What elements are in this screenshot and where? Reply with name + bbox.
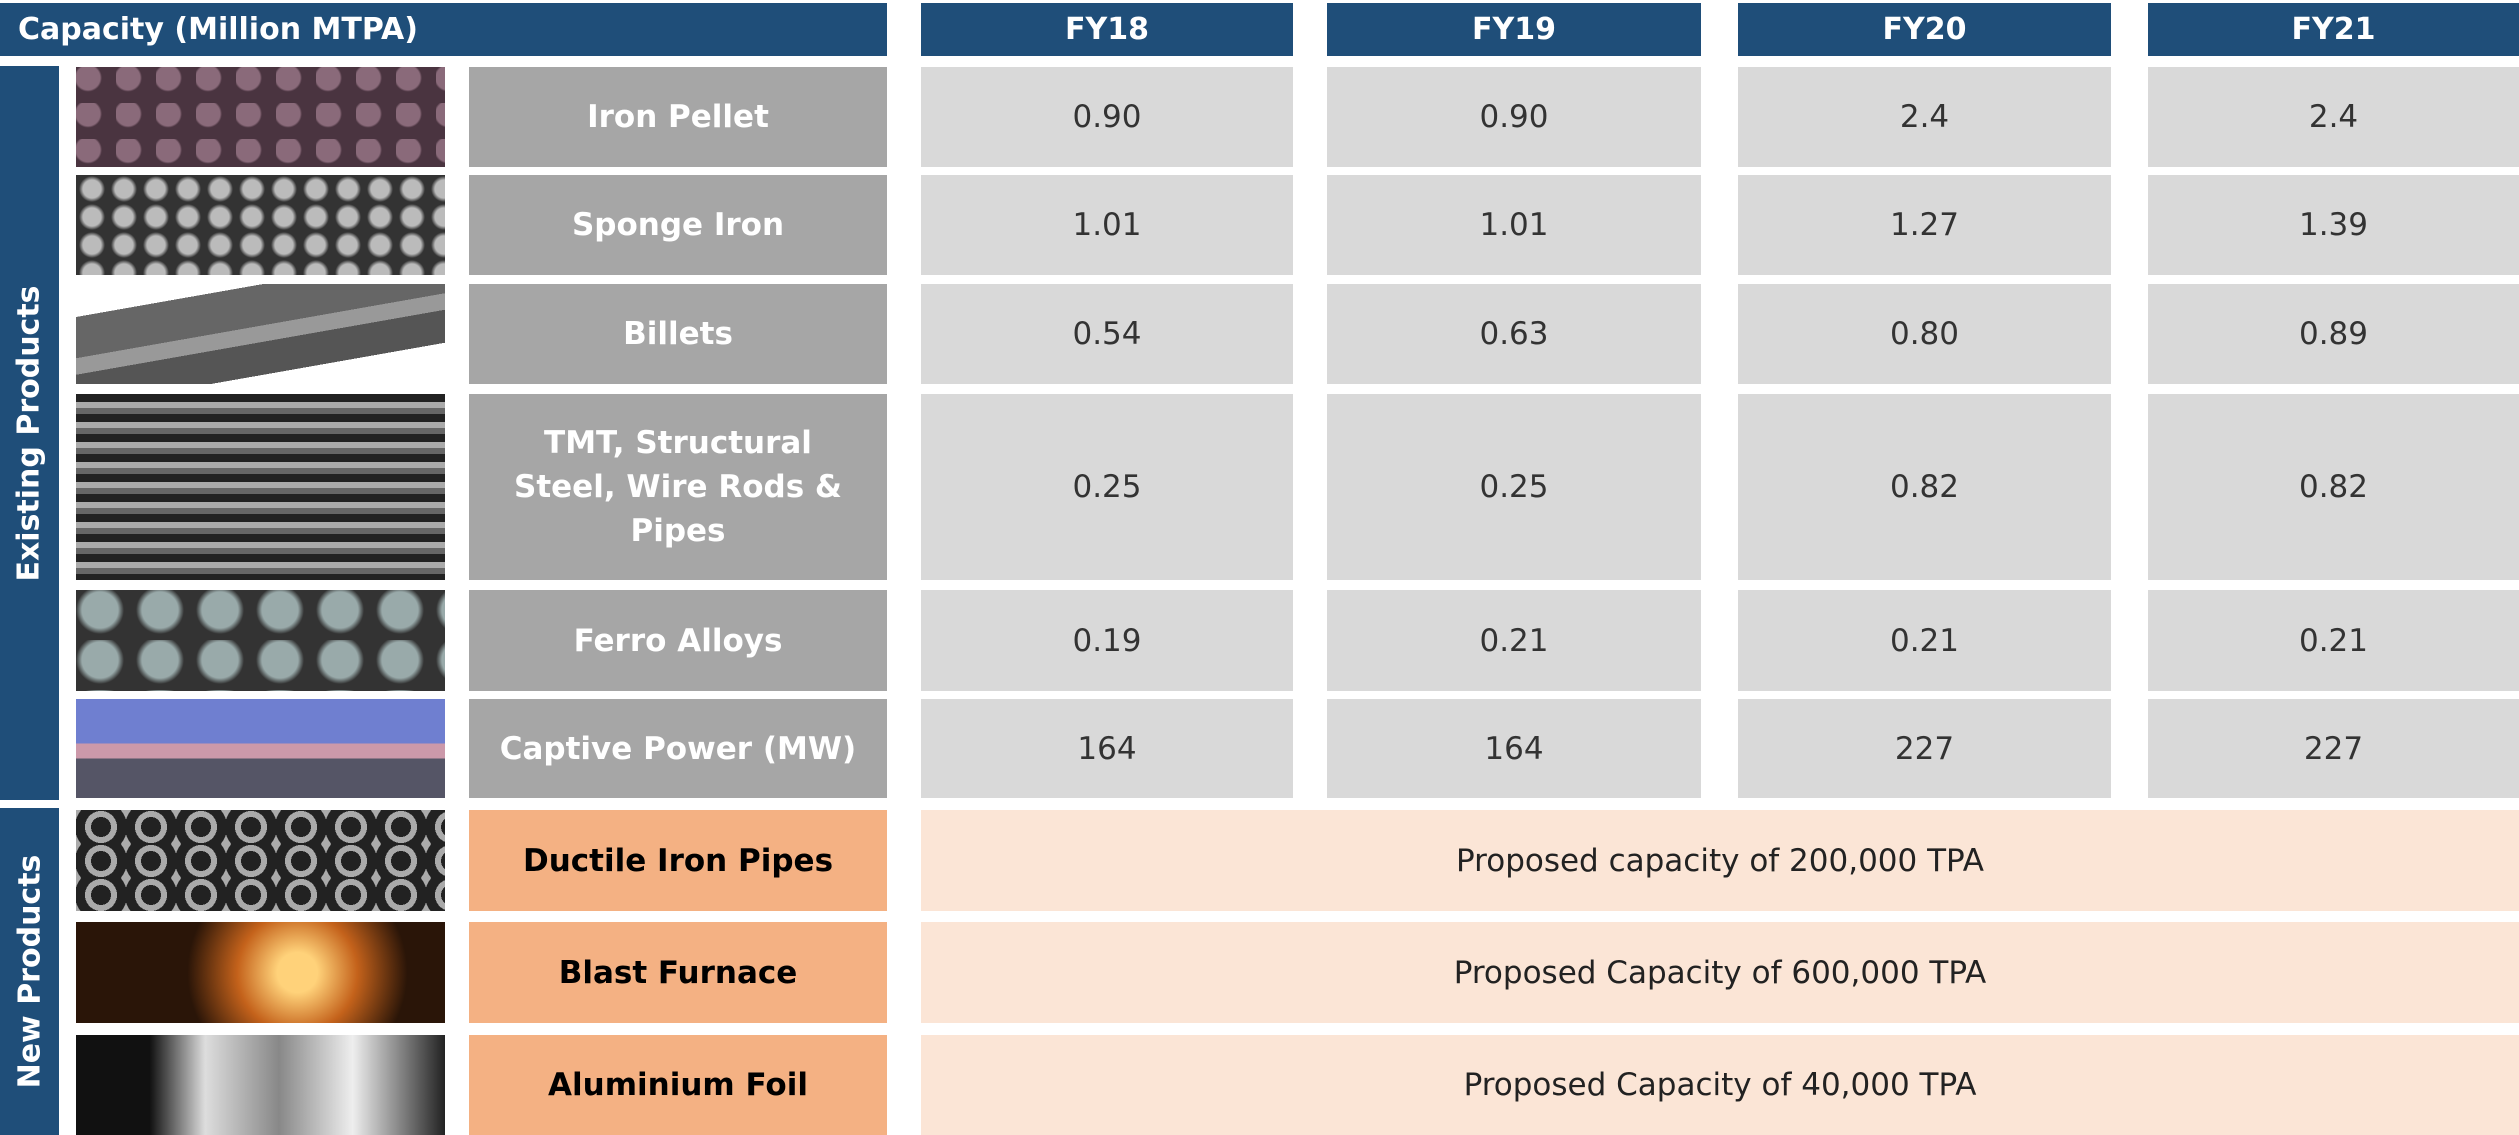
product-name: Aluminium Foil bbox=[469, 1035, 887, 1135]
capacity-value: 1.39 bbox=[2148, 175, 2519, 275]
column-header: FY20 bbox=[1738, 3, 2111, 56]
capacity-value: 0.54 bbox=[921, 284, 1293, 384]
capacity-value: 227 bbox=[1738, 699, 2111, 798]
product-name: Sponge Iron bbox=[469, 175, 887, 275]
product-image bbox=[76, 175, 445, 275]
product-image bbox=[76, 922, 445, 1023]
product-name: Ductile Iron Pipes bbox=[469, 810, 887, 911]
column-header: FY21 bbox=[2148, 3, 2519, 56]
product-image bbox=[76, 1035, 445, 1135]
product-image bbox=[76, 67, 445, 167]
capacity-value: 0.82 bbox=[1738, 394, 2111, 580]
capacity-value: 0.90 bbox=[921, 67, 1293, 167]
product-name: Billets bbox=[469, 284, 887, 384]
capacity-value: 164 bbox=[1327, 699, 1701, 798]
capacity-value: 2.4 bbox=[1738, 67, 2111, 167]
capacity-value: 0.25 bbox=[921, 394, 1293, 580]
product-image bbox=[76, 284, 445, 384]
capacity-value: 0.80 bbox=[1738, 284, 2111, 384]
product-name: Ferro Alloys bbox=[469, 590, 887, 691]
table-title: Capacity (Million MTPA) bbox=[0, 3, 887, 56]
capacity-value: 2.4 bbox=[2148, 67, 2519, 167]
capacity-value: 0.90 bbox=[1327, 67, 1701, 167]
capacity-value: 1.01 bbox=[921, 175, 1293, 275]
product-image bbox=[76, 810, 445, 911]
capacity-value: 0.21 bbox=[1738, 590, 2111, 691]
proposed-capacity: Proposed Capacity of 40,000 TPA bbox=[921, 1035, 2519, 1135]
product-image bbox=[76, 699, 445, 798]
capacity-value: 1.01 bbox=[1327, 175, 1701, 275]
proposed-capacity: Proposed Capacity of 600,000 TPA bbox=[921, 922, 2519, 1023]
section-label: Existing Products bbox=[0, 66, 59, 800]
column-header: FY19 bbox=[1327, 3, 1701, 56]
product-name: Iron Pellet bbox=[469, 67, 887, 167]
capacity-value: 227 bbox=[2148, 699, 2519, 798]
capacity-value: 0.82 bbox=[2148, 394, 2519, 580]
product-name: TMT, Structural Steel, Wire Rods & Pipes bbox=[469, 394, 887, 580]
product-name: Captive Power (MW) bbox=[469, 699, 887, 798]
product-image bbox=[76, 590, 445, 691]
capacity-value: 0.63 bbox=[1327, 284, 1701, 384]
proposed-capacity: Proposed capacity of 200,000 TPA bbox=[921, 810, 2519, 911]
capacity-value: 0.19 bbox=[921, 590, 1293, 691]
capacity-value: 0.21 bbox=[2148, 590, 2519, 691]
capacity-value: 0.89 bbox=[2148, 284, 2519, 384]
product-name: Blast Furnace bbox=[469, 922, 887, 1023]
capacity-value: 164 bbox=[921, 699, 1293, 798]
section-label: New Products bbox=[0, 808, 59, 1135]
capacity-value: 0.25 bbox=[1327, 394, 1701, 580]
capacity-value: 1.27 bbox=[1738, 175, 2111, 275]
capacity-value: 0.21 bbox=[1327, 590, 1701, 691]
column-header: FY18 bbox=[921, 3, 1293, 56]
product-image bbox=[76, 394, 445, 580]
